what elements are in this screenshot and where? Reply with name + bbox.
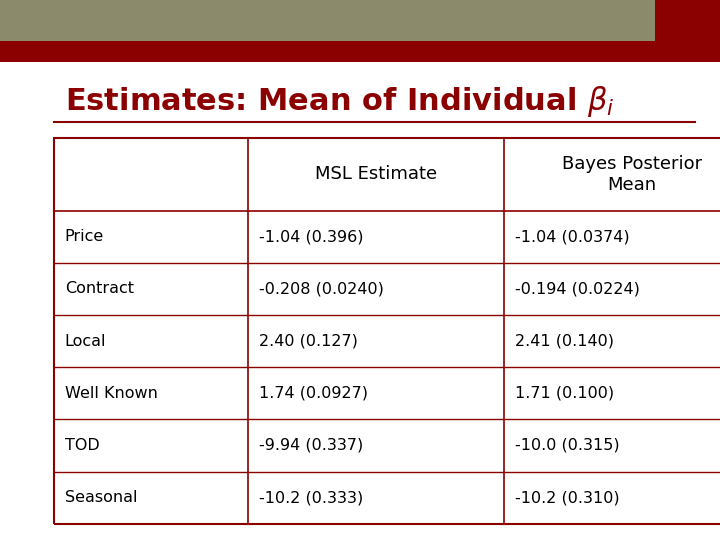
Text: 1.74 (0.0927): 1.74 (0.0927) [259,386,368,401]
Text: Price: Price [65,229,104,244]
Text: Local: Local [65,334,107,349]
Text: 2.40 (0.127): 2.40 (0.127) [259,334,358,349]
Text: 2.41 (0.140): 2.41 (0.140) [515,334,613,349]
Text: -10.2 (0.310): -10.2 (0.310) [515,490,619,505]
Bar [655,0,720,40]
Text: Well Known: Well Known [65,386,158,401]
Text: -1.04 (0.0374): -1.04 (0.0374) [515,229,629,244]
Text: -0.208 (0.0240): -0.208 (0.0240) [259,281,384,296]
Text: -1.04 (0.396): -1.04 (0.396) [259,229,364,244]
Text: Bayes Posterior
Mean: Bayes Posterior Mean [562,155,702,193]
Text: TOD: TOD [65,438,99,453]
Text: 1.71 (0.100): 1.71 (0.100) [515,386,614,401]
Text: -9.94 (0.337): -9.94 (0.337) [259,438,364,453]
Text: MSL Estimate: MSL Estimate [315,165,437,183]
Text: -0.194 (0.0224): -0.194 (0.0224) [515,281,639,296]
Bar [0,0,655,40]
Text: -10.2 (0.333): -10.2 (0.333) [259,490,364,505]
Text: Contract: Contract [65,281,134,296]
Text: Seasonal: Seasonal [65,490,138,505]
Text: Estimates: Mean of Individual $\beta_i$: Estimates: Mean of Individual $\beta_i$ [65,84,614,119]
Bar [0,40,720,62]
Bar [54,138,720,524]
Text: -10.0 (0.315): -10.0 (0.315) [515,438,619,453]
